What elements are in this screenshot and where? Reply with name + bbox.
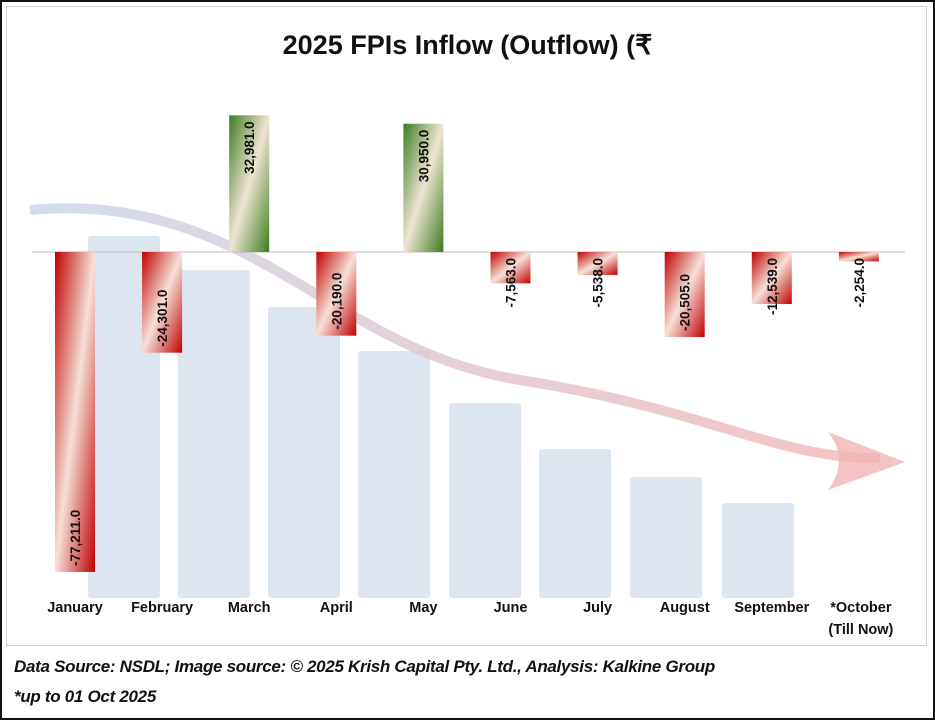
data-label: -5,538.0 <box>591 258 606 308</box>
bar-february <box>142 252 183 353</box>
decor-bar <box>722 503 794 598</box>
x-tick-label: April <box>320 600 353 616</box>
data-label: -2,254.0 <box>852 258 867 308</box>
x-tick-label: September <box>734 600 809 616</box>
x-tick-label: August <box>660 600 710 616</box>
decor-bar <box>358 351 430 598</box>
decor-bar <box>539 449 611 598</box>
decor-bar <box>268 307 340 598</box>
x-tick-sublabel: (Till Now) <box>828 622 893 638</box>
chart-area <box>6 6 927 646</box>
bar-january <box>55 252 95 572</box>
data-label: -20,190.0 <box>329 273 344 330</box>
bar-july <box>577 252 618 275</box>
x-tick-label: July <box>583 600 612 616</box>
data-label: 30,950.0 <box>416 130 431 183</box>
data-label: -77,211.0 <box>68 510 83 566</box>
bar-april <box>316 252 357 336</box>
data-source-note: Data Source: NSDL; Image source: © 2025 … <box>14 657 715 676</box>
x-tick-label: *October <box>830 600 892 616</box>
bar-may <box>403 123 444 252</box>
x-tick-label: January <box>47 600 103 616</box>
data-label: 32,981.0 <box>242 121 257 174</box>
decor-bar <box>449 403 521 598</box>
x-tick-label: February <box>131 600 193 616</box>
arrow-head-icon <box>828 432 905 490</box>
bar-august <box>664 252 705 337</box>
data-label: -12,539.0 <box>765 258 780 315</box>
bar-october <box>838 252 879 262</box>
decor-bar <box>630 477 702 598</box>
x-tick-label: March <box>228 600 271 616</box>
bar-march <box>229 115 270 252</box>
decor-bar <box>88 236 160 598</box>
decor-bar <box>178 270 250 598</box>
data-label: -24,301.0 <box>155 290 170 347</box>
bar-september <box>751 252 792 304</box>
chart-title: 2025 FPIs Inflow (Outflow) (₹ <box>282 30 653 60</box>
x-tick-label: June <box>494 600 528 616</box>
footnote: *up to 01 Oct 2025 <box>14 687 156 706</box>
data-label: -20,505.0 <box>678 274 693 331</box>
bar-june <box>490 252 531 284</box>
trend-arrow <box>29 203 881 464</box>
background-decoration <box>29 203 905 598</box>
x-tick-label: May <box>409 600 437 616</box>
data-label: -7,563.0 <box>504 258 519 308</box>
